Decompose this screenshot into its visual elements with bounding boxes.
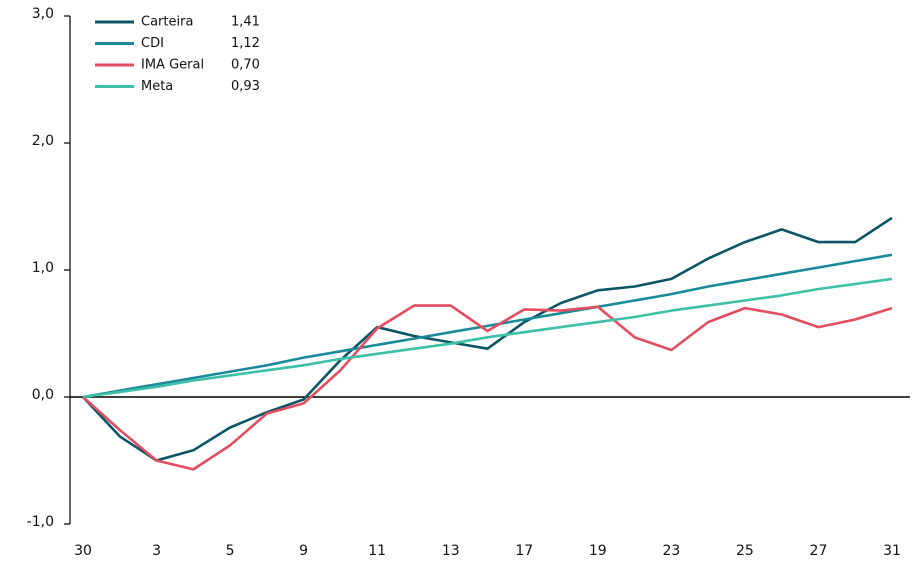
series-line bbox=[82, 277, 893, 399]
y-tick-label: 3,0 bbox=[32, 6, 54, 22]
y-tick-label: 0,0 bbox=[32, 387, 54, 403]
x-tick-label: 23 bbox=[662, 543, 680, 559]
legend-label: Meta bbox=[141, 79, 173, 94]
legend-value: 0,70 bbox=[231, 58, 260, 73]
x-tick-label: 9 bbox=[299, 543, 308, 559]
legend-value: 1,12 bbox=[231, 36, 260, 51]
legend-value: 1,41 bbox=[231, 15, 260, 30]
x-tick-label: 17 bbox=[515, 543, 533, 559]
legend: Carteira 1,41 CDI 1,12 IMA Geral 0,70 Meta 0,93 bbox=[95, 15, 260, 94]
x-tick-label: 31 bbox=[883, 543, 901, 559]
x-tick-label: 11 bbox=[368, 543, 386, 559]
series-line bbox=[82, 253, 893, 399]
x-tick-label: 3 bbox=[152, 543, 161, 559]
y-tick-label: 2,0 bbox=[32, 133, 54, 149]
x-tick-label: 25 bbox=[736, 543, 754, 559]
x-tick-label: 30 bbox=[74, 543, 92, 559]
series-line bbox=[82, 216, 893, 462]
x-tick-label: 19 bbox=[589, 543, 607, 559]
legend-label: IMA Geral bbox=[141, 58, 204, 73]
x-tick-label: 13 bbox=[442, 543, 460, 559]
legend-label: CDI bbox=[141, 36, 164, 51]
series-line bbox=[82, 304, 893, 471]
x-tick-label: 27 bbox=[810, 543, 828, 559]
legend-value: 0,93 bbox=[231, 79, 260, 94]
y-tick-label: 1,0 bbox=[32, 260, 54, 276]
y-tick-label: -1,0 bbox=[27, 514, 54, 530]
x-tick-label: 5 bbox=[226, 543, 235, 559]
legend-label: Carteira bbox=[141, 15, 193, 30]
